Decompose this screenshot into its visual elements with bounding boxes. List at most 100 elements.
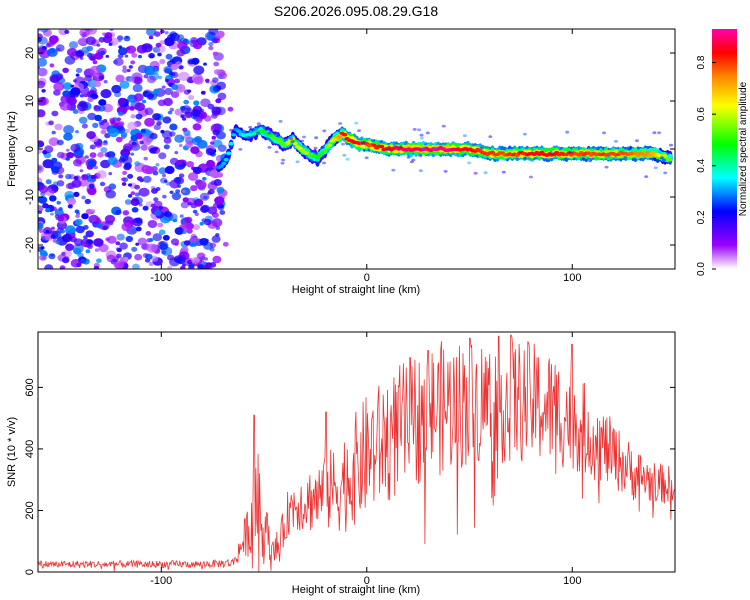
spectrogram-noise-cell (185, 222, 194, 230)
spectrogram-scatter-cell (546, 159, 551, 163)
spectrogram-noise-cell (163, 137, 172, 144)
spectrogram-noise-cell (81, 195, 86, 200)
spectrogram-x-ticks: -100 0 100 (150, 29, 581, 284)
spectrogram-noise-cell (170, 63, 179, 71)
spectrogram-ridge-cell (277, 139, 284, 144)
y-tick-label: 0 (24, 146, 36, 152)
spectrogram-noise-cell (180, 265, 186, 269)
spectrogram-noise-cell (102, 140, 108, 146)
spectrogram-noise-cell (42, 149, 48, 155)
spectrogram-scatter-cell (614, 140, 618, 143)
spectrogram-noise-cell (207, 206, 218, 215)
spectrogram-noise-cell (134, 253, 143, 261)
spectrogram-scatter-cell (354, 121, 359, 125)
spectrogram-scatter-cell (467, 161, 472, 165)
spectrogram-noise-cell (65, 173, 72, 180)
spectrogram-ridge-cell (228, 141, 234, 146)
spectrogram-ridge-cell (221, 161, 227, 166)
spectrogram-ridge-cell (312, 154, 318, 158)
spectrogram-scatter-cell (238, 148, 243, 151)
spectrogram-noise-cell (75, 67, 83, 74)
spectrogram-noise-cell (192, 209, 198, 214)
spectrogram-scatter-cell (229, 128, 234, 132)
spectrogram-noise-cell (129, 106, 135, 111)
spectrogram-noise-cell (159, 58, 166, 65)
spectrogram-noise-cell (87, 160, 97, 168)
spectrogram-scatter-cell (418, 169, 423, 173)
spectrogram-noise-cell (75, 130, 79, 134)
spectrogram-noise-cell (135, 242, 140, 246)
spectrogram-noise-cell (84, 155, 89, 159)
spectrogram-noise-cell (193, 100, 200, 106)
snr-series-line (38, 334, 675, 572)
spectrogram-noise-cell (192, 166, 202, 175)
spectrogram-noise-cell (73, 176, 79, 181)
spectrogram-noise-cell (82, 174, 87, 178)
spectrogram-noise-cell (134, 161, 141, 167)
spectrogram-noise-cell (167, 254, 175, 261)
spectrogram-noise-cell (140, 128, 147, 134)
spectrogram-scatter-cell (522, 157, 527, 160)
x-tick-label: -100 (150, 575, 172, 587)
spectrogram-noise-cell (148, 35, 154, 40)
spectrogram-scatter-cell (256, 122, 261, 126)
spectrogram-ridge-cell (226, 151, 232, 156)
spectrogram-scatter-cell (342, 153, 347, 157)
spectrogram-noise-cell (178, 71, 190, 82)
spectrogram-noise-cell (83, 93, 88, 98)
spectrogram-scatter-cell (653, 166, 658, 170)
spectrogram-noise-cell (193, 41, 203, 50)
spectrogram-noise-cell (167, 110, 173, 115)
spectrogram-noise-cell (68, 41, 79, 49)
spectrogram-noise-cell (191, 109, 201, 117)
spectrogram-noise-cell (107, 235, 117, 244)
spectrogram-noise-cell (86, 173, 91, 177)
spectrogram-noise-cell (38, 36, 42, 43)
spectrogram-noise-cell (57, 75, 63, 80)
spectrogram-scatter-cell (548, 151, 553, 155)
spectrogram-noise-cell (45, 42, 52, 48)
spectrogram-noise-cell (208, 46, 214, 51)
spectrogram-noise-cell (124, 54, 129, 58)
spectrogram-noise-cell (62, 82, 73, 90)
spectrogram-noise-cell (135, 226, 142, 232)
spectrogram-noise-cell (38, 66, 41, 69)
spectrogram-noise-cell (133, 93, 144, 102)
spectrogram-noise-cell (214, 69, 221, 75)
spectrogram-noise-cell (142, 175, 152, 183)
spectrogram-noise-cell (213, 179, 222, 186)
spectrogram-noise-cell (211, 235, 221, 243)
spectrogram-noise-cell (127, 121, 138, 131)
spectrogram-scatter-cell (657, 131, 662, 135)
spectrogram-noise-cell (138, 203, 143, 207)
snr-y-ticks: 0 200 400 600 (24, 378, 675, 575)
spectrogram-noise-cell (175, 159, 183, 166)
spectrogram-noise-cell (208, 42, 214, 47)
spectrogram-heatmap (38, 29, 673, 269)
spectrogram-noise-cell (194, 212, 199, 216)
spectrogram-noise-cell (60, 229, 66, 234)
spectrogram-noise-cell (98, 105, 106, 112)
spectrogram-noise-cell (132, 83, 143, 93)
spectrogram-noise-cell (109, 117, 116, 123)
spectrogram-noise-cell (105, 237, 110, 242)
spectrogram-noise-cell (78, 100, 87, 108)
spectrogram-scatter-cell (275, 132, 280, 136)
spectrogram-noise-cell (88, 183, 95, 189)
spectrogram-noise-cell (96, 223, 103, 229)
spectrogram-noise-cell (72, 109, 79, 114)
spectrogram-noise-cell (180, 114, 185, 119)
spectrogram-noise-cell (123, 163, 132, 171)
spectrogram-scatter-cell (488, 135, 493, 139)
spectrogram-scatter-cell (278, 120, 283, 123)
spectrogram-noise-cell (161, 85, 166, 89)
spectrogram-noise-cell (161, 130, 173, 139)
spectrogram-noise-cell (178, 143, 183, 148)
spectrogram-noise-cell (219, 210, 226, 215)
spectrogram-noise-cell (63, 132, 73, 141)
spectrogram-noise-cell (151, 188, 158, 194)
spectrogram-noise-cell (130, 60, 136, 65)
spectrogram-scatter-cell (425, 131, 430, 135)
